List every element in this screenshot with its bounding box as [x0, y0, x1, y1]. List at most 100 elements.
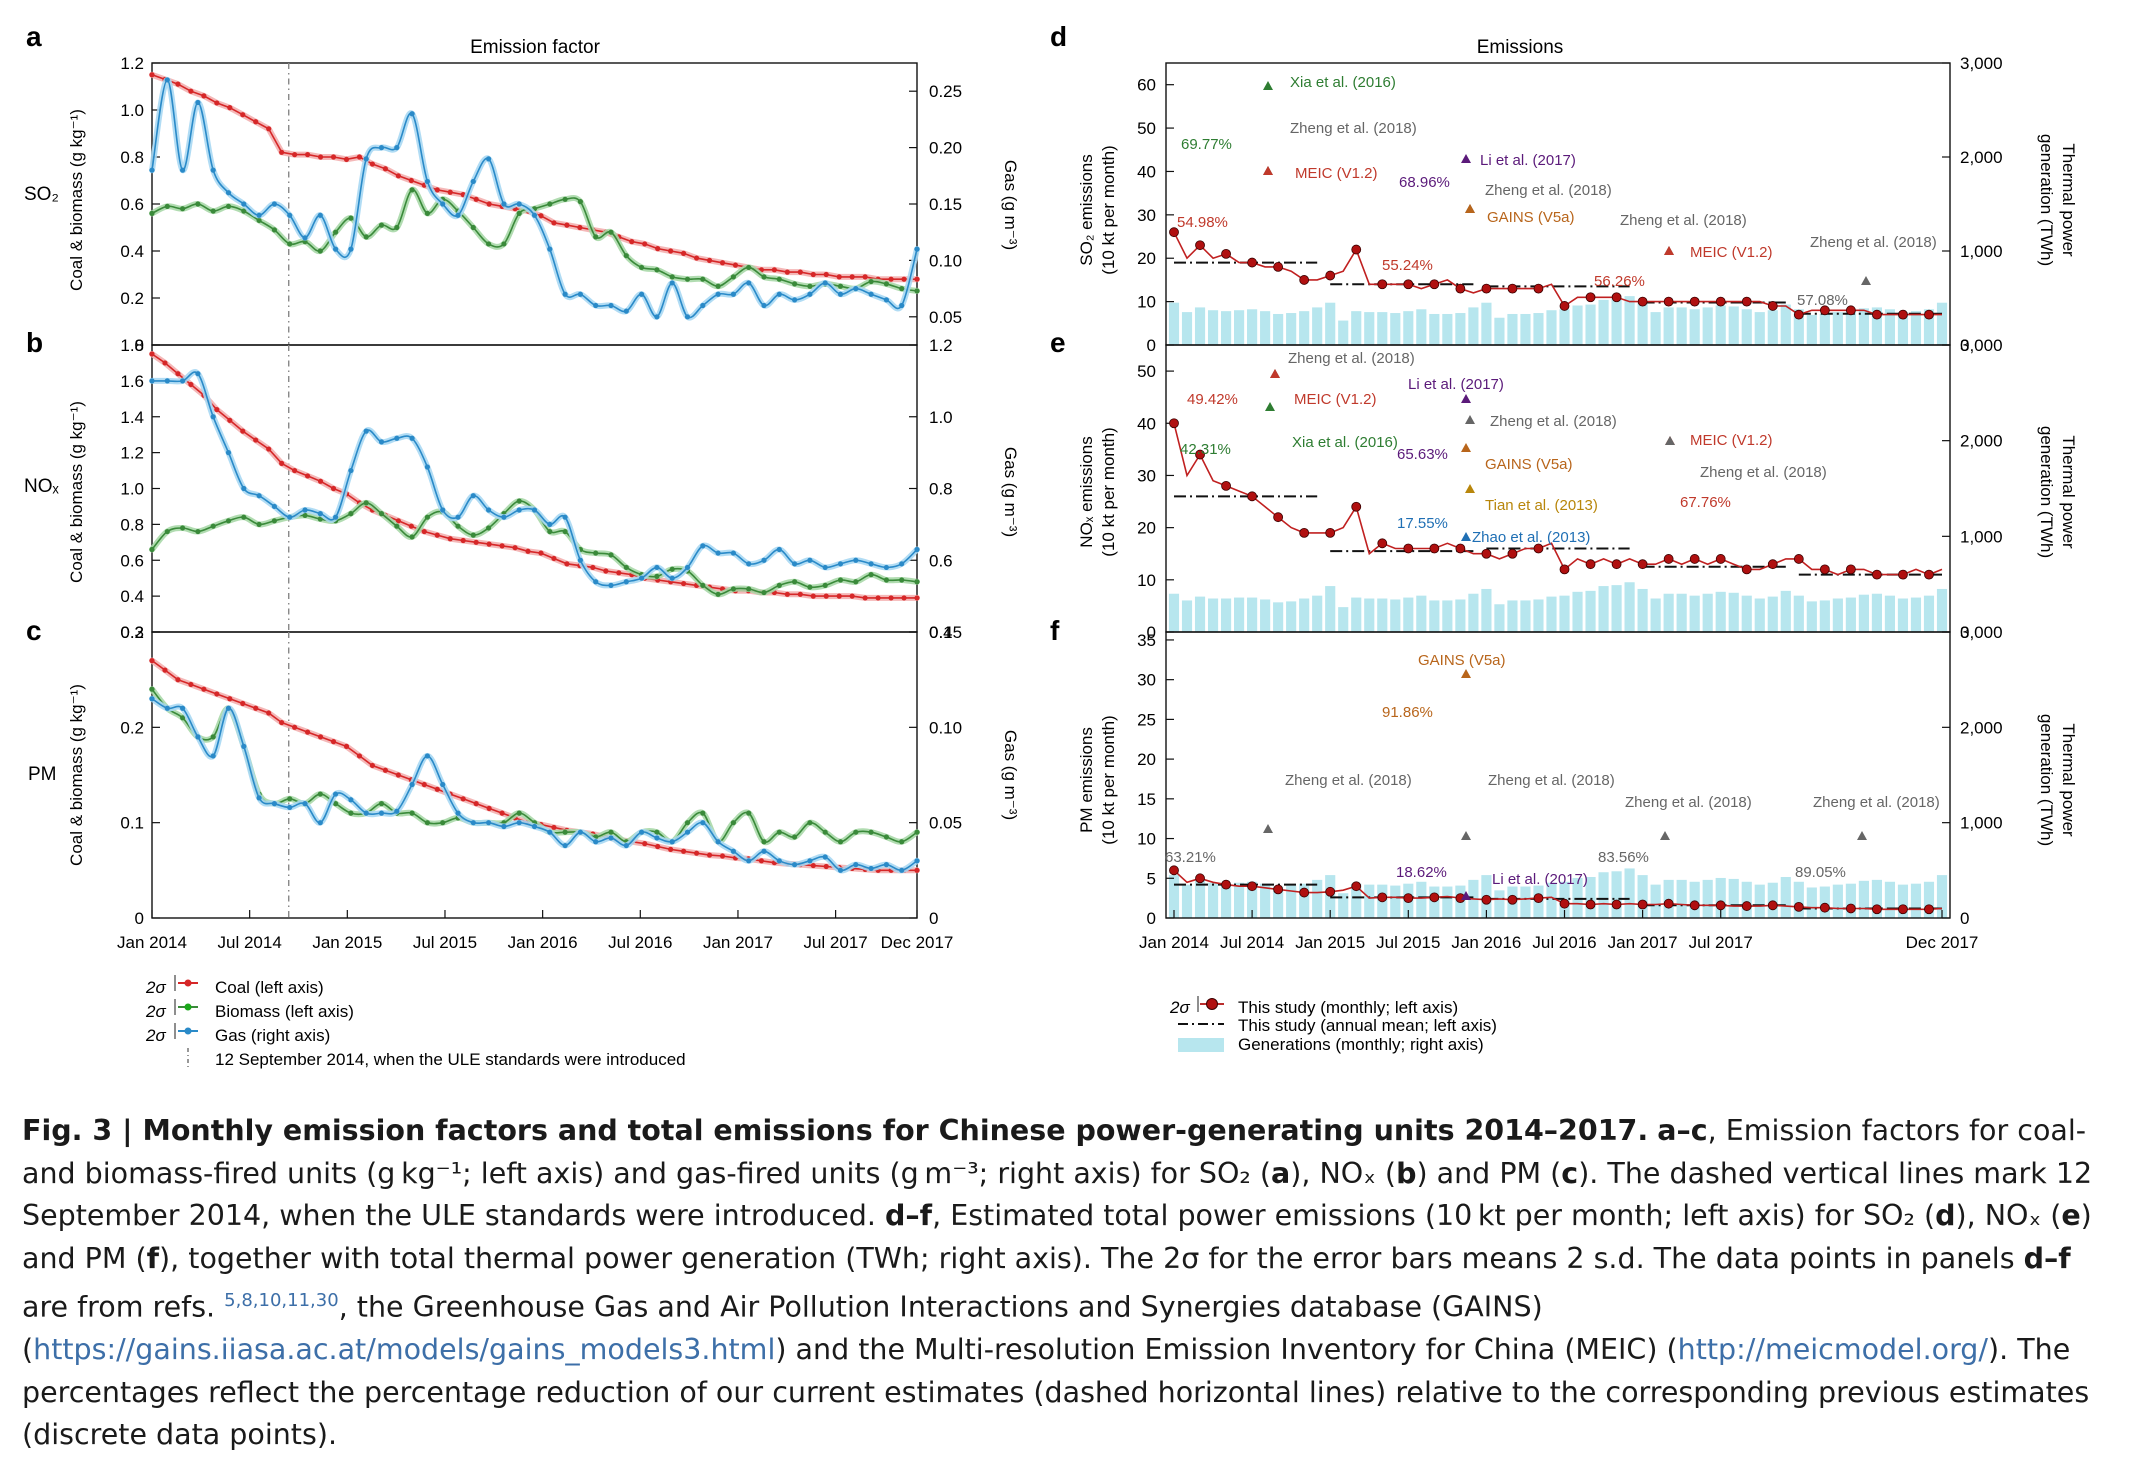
data-point [378, 511, 385, 517]
generation-bar [1442, 600, 1453, 632]
generation-bar [1624, 868, 1635, 918]
monthly-point [1351, 881, 1362, 892]
data-point [837, 283, 844, 289]
data-point [623, 842, 629, 849]
xtick-label: Jan 2016 [508, 933, 578, 952]
data-point [440, 781, 446, 788]
data-point [164, 378, 170, 384]
data-point [394, 808, 400, 814]
data-point [853, 829, 859, 835]
data-point [394, 523, 400, 529]
generation-bar [1884, 595, 1896, 632]
reduction-percent: 42.31% [1180, 441, 1231, 458]
generation-bar [1845, 883, 1856, 918]
caption-refs[interactable]: 5,8,10,11,30 [224, 1290, 339, 1311]
generation-bar [1780, 590, 1791, 632]
data-point [343, 156, 350, 162]
data-point [499, 810, 505, 816]
data-point [623, 253, 629, 259]
ytick-label: 0.2 [120, 623, 144, 642]
data-point [761, 839, 767, 845]
data-point [201, 686, 207, 692]
generation-bar [1260, 311, 1271, 345]
generation-bar [1689, 881, 1700, 918]
right-title: Emissions [1477, 37, 1564, 58]
panel-letter-b: b [26, 327, 43, 358]
data-point [382, 166, 388, 172]
ytick-label: 50 [1137, 119, 1156, 138]
data-point [807, 584, 813, 590]
left-legend: 2σ Coal (left axis) 2σ Biomass (left axi… [145, 975, 686, 1069]
data-point [899, 867, 905, 873]
monthly-point [1299, 275, 1310, 285]
monthly-point [1819, 564, 1830, 575]
legend-sigma-coal: 2σ [145, 978, 166, 997]
data-point [409, 810, 415, 816]
panel-e: 0 10 20 30 40 50 0 1,000 2,000 3,000 [1137, 336, 2002, 642]
data-point [195, 734, 201, 740]
data-point [175, 371, 181, 377]
data-point [434, 786, 440, 792]
generation-bar [1858, 880, 1869, 918]
reference-label: Zheng et al. (2018) [1290, 120, 1417, 137]
y2tick-label: 1.2 [929, 336, 953, 355]
data-point [164, 528, 170, 535]
generation-bar [1845, 311, 1856, 345]
monthly-point [1507, 548, 1518, 559]
data-point [210, 753, 216, 759]
data-point [746, 264, 752, 271]
generation-bar [1416, 595, 1427, 632]
data-point [719, 853, 726, 859]
reference-label: Zheng et al. (2018) [1700, 464, 1827, 481]
data-point [333, 229, 339, 235]
data-point [395, 518, 401, 524]
monthly-point [1924, 309, 1934, 320]
monthly-point [1819, 902, 1830, 913]
generation-bar [1650, 312, 1661, 345]
data-point [164, 203, 170, 209]
data-point [719, 260, 726, 266]
y2tick-label: 0.10 [929, 718, 962, 737]
data-point [317, 734, 324, 740]
data-point [516, 201, 522, 207]
data-point [684, 564, 691, 571]
generation-bar [1429, 313, 1440, 345]
data-point [188, 681, 194, 688]
data-point [512, 545, 518, 551]
series-line [151, 698, 918, 872]
data-point [149, 686, 155, 692]
ytick-label: 1.0 [120, 480, 144, 499]
monthly-point [1533, 543, 1544, 554]
generation-bar [1897, 884, 1909, 918]
monthly-point [1793, 554, 1804, 564]
data-point [287, 796, 293, 802]
svg-text:generation (TWh): generation (TWh) [2037, 714, 2056, 846]
monthly-point [1429, 892, 1440, 903]
svg-text:generation (TWh): generation (TWh) [2037, 134, 2056, 266]
data-point [302, 801, 308, 807]
data-point [792, 561, 798, 567]
caption-link-gains[interactable]: https://gains.iiasa.ac.at/models/gains_m… [33, 1333, 776, 1366]
monthly-point [1455, 283, 1466, 294]
data-point [849, 593, 855, 599]
data-point [654, 314, 660, 320]
caption-link-meic[interactable]: http://meicmodel.org/ [1677, 1333, 1988, 1366]
monthly-point [1872, 569, 1882, 580]
reference-label: Xia et al. (2016) [1292, 434, 1398, 451]
data-point [149, 72, 155, 78]
data-point [899, 302, 905, 309]
generation-bar [1598, 872, 1609, 918]
generation-bar [1286, 313, 1297, 345]
monthly-point [1924, 569, 1934, 580]
reduction-percent: 57.08% [1797, 292, 1848, 309]
data-point [292, 724, 298, 730]
data-point [256, 493, 262, 499]
data-point [792, 834, 798, 840]
generation-bar [1286, 885, 1297, 918]
generation-bar [1819, 313, 1830, 345]
data-point [227, 417, 233, 423]
monthly-point [1351, 244, 1362, 255]
data-point [253, 119, 259, 125]
generation-bar [1767, 310, 1778, 345]
data-point [771, 267, 777, 273]
